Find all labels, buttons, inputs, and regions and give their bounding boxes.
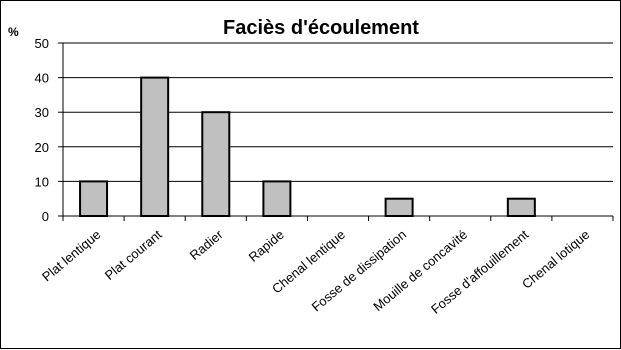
bar	[79, 180, 109, 217]
bar	[262, 180, 292, 217]
y-tick-label: 30	[35, 105, 49, 120]
y-tick-label: 40	[35, 71, 49, 86]
x-category-label: Radier	[187, 226, 226, 263]
x-category-label: Chenal lotique	[519, 227, 592, 292]
x-category-label: Plat courant	[102, 227, 165, 283]
x-category-label: Rapide	[246, 227, 287, 265]
y-tick-label: 20	[35, 140, 49, 155]
y-tick-labels: 0 10 20 30 40 50	[35, 36, 49, 224]
y-tick-label: 0	[42, 209, 49, 224]
y-axis-unit: %	[8, 25, 19, 39]
bars	[79, 76, 536, 217]
bar	[201, 111, 231, 217]
axes	[62, 43, 614, 221]
chart-title: Faciès d'écoulement	[223, 17, 419, 39]
bar	[384, 197, 414, 217]
y-tick-label: 10	[35, 174, 49, 189]
bar	[140, 76, 170, 217]
y-tick-label: 50	[35, 36, 49, 51]
bar	[506, 197, 536, 217]
x-category-label: Plat lentique	[39, 227, 103, 284]
